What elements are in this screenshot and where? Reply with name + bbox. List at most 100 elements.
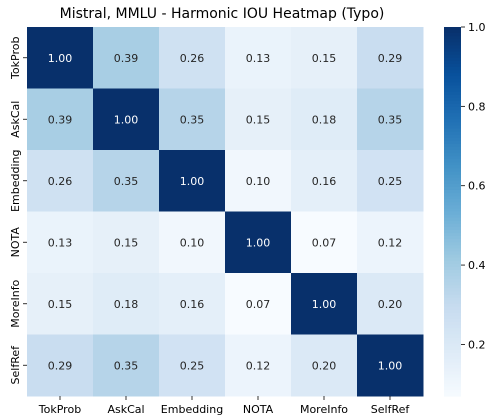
- heatmap-cell: [225, 150, 292, 212]
- heatmap-cell: [225, 88, 292, 151]
- colorbar-segment: [444, 285, 461, 289]
- cell-value-label: 0.10: [180, 236, 205, 249]
- heatmap-cell: [357, 27, 424, 89]
- x-tick-labels: TokProb AskCal Embedding NOTA MoreInfo SelfRe…: [38, 396, 410, 416]
- colorbar-segment: [444, 196, 461, 200]
- cell-value-label: 1.00: [312, 298, 337, 311]
- heatmap-cell: [27, 27, 94, 89]
- colorbar-segment: [444, 346, 461, 351]
- colorbar-segment: [444, 57, 461, 62]
- colorbar-tick-label: 0.6: [468, 180, 486, 193]
- colorbar-segment: [444, 171, 461, 176]
- cell-value-label: 0.15: [48, 298, 73, 311]
- heatmap-cell: [27, 150, 94, 212]
- colorbar-segment: [444, 282, 461, 286]
- colorbar-segment: [444, 386, 461, 391]
- cell-value-label: 0.15: [312, 52, 337, 65]
- colorbar-segment: [444, 150, 461, 154]
- cell-value-label: 0.18: [114, 298, 139, 311]
- colorbar-segment: [444, 349, 461, 354]
- colorbar-segment: [444, 257, 461, 262]
- colorbar-segment: [444, 220, 461, 225]
- cell-value-label: 0.12: [246, 359, 271, 372]
- heatmap-cell: [225, 27, 292, 89]
- colorbar-segment: [444, 365, 461, 369]
- heatmap-cell: [357, 334, 424, 397]
- heatmap-cell: [291, 334, 358, 397]
- colorbar-segment: [444, 214, 461, 219]
- cell-value-label: 0.07: [246, 298, 271, 311]
- y-tick-label: TokProb: [9, 37, 22, 80]
- colorbar-segment: [444, 180, 461, 185]
- heatmap-cell: [357, 150, 424, 212]
- colorbar-segment: [444, 276, 461, 280]
- colorbar-segment: [444, 229, 461, 234]
- colorbar-segment: [444, 54, 461, 59]
- colorbar-segment: [444, 33, 461, 37]
- y-tick-label: MoreInfo: [9, 279, 22, 327]
- cell-value-label: 0.25: [378, 175, 403, 188]
- colorbar-segment: [444, 85, 461, 90]
- colorbar-segment: [444, 352, 461, 357]
- colorbar-segment: [444, 116, 461, 120]
- colorbar-segment: [444, 371, 461, 376]
- colorbar-segment: [444, 383, 461, 388]
- colorbar-segment: [444, 94, 461, 99]
- colorbar-segment: [444, 316, 461, 320]
- x-tick-label: AskCal: [107, 403, 144, 416]
- heatmap-cell: [159, 88, 226, 151]
- colorbar-segment: [444, 251, 461, 256]
- heatmap-cell: [27, 273, 94, 335]
- colorbar-segment: [444, 63, 461, 68]
- heatmap-cell: [291, 27, 358, 89]
- y-tick-labels: TokProb AskCal Embedding NOTA MoreInfo SelfRe…: [9, 37, 27, 384]
- colorbar-segment: [444, 343, 461, 348]
- cell-value-label: 0.35: [114, 359, 139, 372]
- cell-value-label: 0.15: [246, 113, 271, 126]
- colorbar-segment: [444, 242, 461, 246]
- heatmap-cell: [159, 150, 226, 212]
- colorbar-segment: [444, 48, 461, 53]
- colorbar-segment: [444, 134, 461, 139]
- colorbar-segment: [444, 60, 461, 65]
- colorbar-segment: [444, 223, 461, 228]
- colorbar-segment: [444, 389, 461, 394]
- x-tick-label: Embedding: [161, 403, 223, 416]
- cell-value-label: 0.12: [378, 236, 403, 249]
- colorbar-segment: [444, 27, 461, 31]
- x-tick-label: MoreInfo: [300, 403, 348, 416]
- cell-value-label: 1.00: [48, 52, 73, 65]
- colorbar-segment: [444, 186, 461, 191]
- colorbar-segment: [444, 269, 461, 274]
- colorbar-tick-label: 1.0: [468, 21, 486, 34]
- colorbar-segment: [444, 66, 461, 71]
- cell-value-label: 0.15: [114, 236, 139, 249]
- heatmap-cell: [225, 273, 292, 335]
- heatmap-cell: [27, 334, 94, 397]
- heatmap-cell: [225, 211, 292, 274]
- colorbar-segment: [444, 103, 461, 108]
- colorbar-segment: [444, 260, 461, 265]
- cell-value-label: 0.20: [312, 359, 337, 372]
- x-tick-label: NOTA: [243, 403, 274, 416]
- colorbar-segment: [444, 97, 461, 102]
- colorbar-segment: [444, 73, 461, 77]
- heatmap-cell: [93, 273, 160, 335]
- colorbar-segment: [444, 312, 461, 317]
- heatmap-cell: [93, 211, 160, 274]
- colorbar-segment: [444, 131, 461, 136]
- colorbar-segment: [444, 356, 461, 360]
- heatmap-cell: [159, 27, 226, 89]
- colorbar-segment: [444, 309, 461, 314]
- colorbar-segment: [444, 236, 461, 240]
- colorbar-segment: [444, 297, 461, 302]
- colorbar-segment: [444, 183, 461, 188]
- colorbar-segment: [444, 199, 461, 203]
- cell-value-label: 0.18: [312, 113, 337, 126]
- colorbar-segment: [444, 51, 461, 56]
- colorbar-segment: [444, 368, 461, 372]
- colorbar-segment: [444, 165, 461, 170]
- colorbar-tick-label: 0.4: [468, 259, 486, 272]
- heatmap-cells: 1.00 0.39 0.26 0.13 0.15 0.29 0.39 1.00 0.35 0.15…: [27, 27, 424, 397]
- colorbar-segment: [444, 177, 461, 182]
